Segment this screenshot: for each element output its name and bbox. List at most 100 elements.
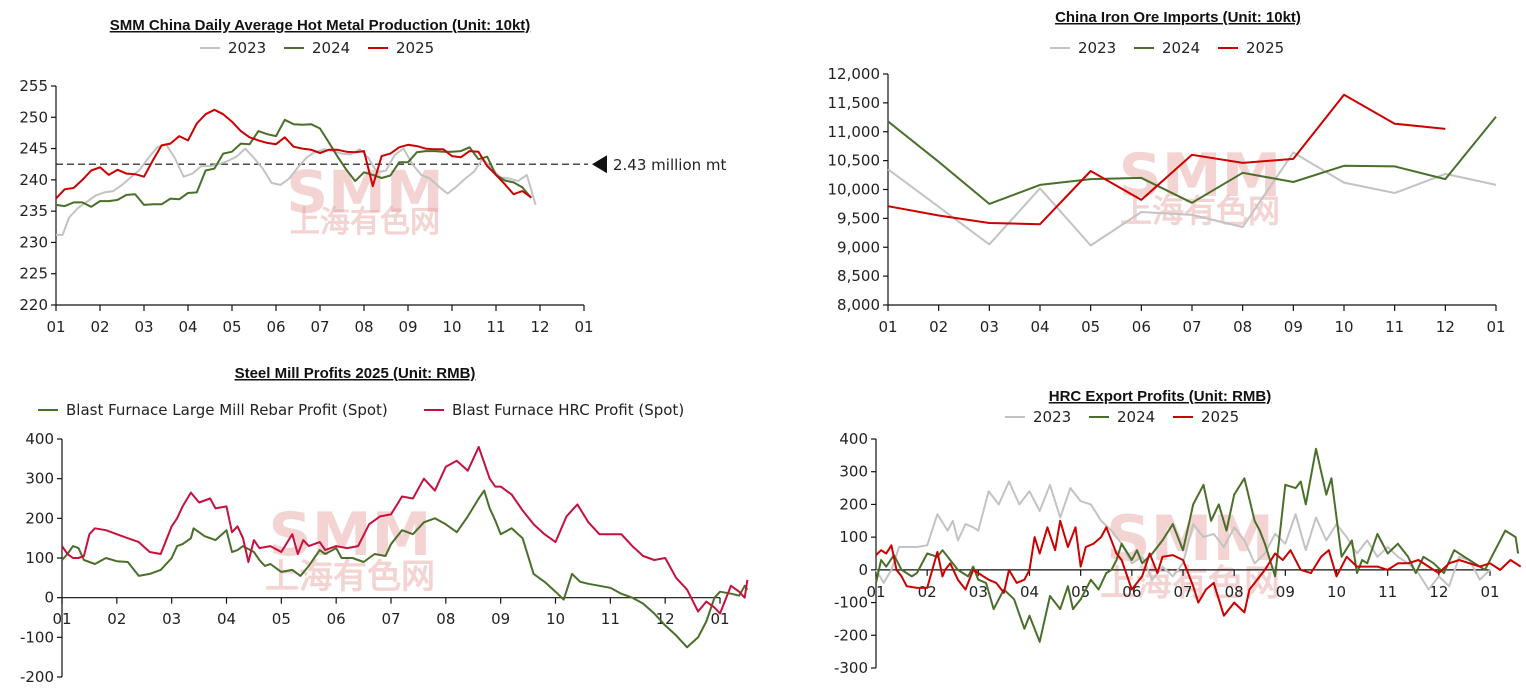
- y-tick-label: 300: [839, 463, 868, 481]
- series-line-2023: [56, 143, 537, 236]
- legend-label: 2025: [1246, 39, 1284, 57]
- legend-item[interactable]: Blast Furnace HRC Profit (Spot): [424, 401, 684, 419]
- series-line-2025: [55, 108, 532, 200]
- x-tick-label: 07: [310, 318, 329, 336]
- x-tick-label: 06: [1132, 318, 1151, 336]
- y-tick-label: -200: [834, 626, 868, 644]
- y-tick-label: -100: [834, 594, 868, 612]
- y-tick-label: 9,000: [837, 238, 880, 256]
- x-tick-label: 07: [1173, 583, 1192, 601]
- legend-item[interactable]: 2023: [200, 39, 266, 57]
- y-tick-label: 250: [19, 108, 48, 126]
- series-line-blast-furnace-large-mill-rebar-profit-spot-: [61, 489, 749, 649]
- x-tick-label: 07: [381, 610, 400, 628]
- y-tick-label: 255: [19, 77, 48, 95]
- legend-label: 2024: [1162, 39, 1200, 57]
- y-tick-label: 240: [19, 171, 48, 189]
- y-tick-label: 230: [19, 233, 48, 251]
- chart-title-hrc-export: HRC Export Profits (Unit: RMB): [1049, 388, 1271, 405]
- y-tick-label: 245: [19, 140, 48, 158]
- x-tick-label: 10: [1327, 583, 1346, 601]
- y-tick-label: 8,000: [837, 296, 880, 314]
- x-tick-label: 04: [217, 610, 236, 628]
- legend-item[interactable]: Blast Furnace Large Mill Rebar Profit (S…: [38, 401, 388, 419]
- legend-item[interactable]: 2024: [284, 39, 350, 57]
- y-tick-label: 0: [858, 561, 868, 579]
- legend-label: 2025: [1201, 408, 1239, 426]
- y-tick-label: 220: [19, 296, 48, 314]
- x-tick-label: 06: [1122, 583, 1141, 601]
- x-tick-label: 12: [656, 610, 675, 628]
- x-tick-label: 08: [436, 610, 455, 628]
- x-tick-label: 08: [1225, 583, 1244, 601]
- series-line-blast-furnace-hrc-profit-spot-: [61, 445, 749, 615]
- x-tick-label: 02: [107, 610, 126, 628]
- legend-label: 2023: [228, 39, 266, 57]
- watermark-3: SMM 上海有色网: [265, 500, 435, 597]
- chart-title-iron-ore: China Iron Ore Imports (Unit: 10kt): [1055, 9, 1301, 26]
- legend-label: Blast Furnace Large Mill Rebar Profit (S…: [66, 401, 388, 419]
- watermark-brand: SMM: [1119, 141, 1282, 211]
- y-tick-label: 100: [839, 528, 868, 546]
- legend-item[interactable]: 2025: [368, 39, 434, 57]
- x-tick-label: 12: [1436, 318, 1455, 336]
- legend-item[interactable]: 2025: [1218, 39, 1284, 57]
- series-line-2024: [55, 118, 532, 208]
- chart-title-steel-mill-profits: Steel Mill Profits 2025 (Unit: RMB): [235, 365, 476, 382]
- watermark-1: SMM 上海有色网: [286, 158, 443, 240]
- chart-steel-mill-profits: -200 -100 0 100 200 300 400 01 02 03 04 05 06 07 08 09 1…: [20, 401, 749, 686]
- y-tick-label: 11,000: [828, 123, 881, 141]
- x-tick-label: 05: [1081, 318, 1100, 336]
- x-tick-label: 01: [866, 583, 885, 601]
- y-tick-label: 11,500: [828, 94, 881, 112]
- series-line-2024: [875, 447, 1520, 643]
- legend-item[interactable]: 2023: [1005, 408, 1071, 426]
- x-tick-label: 01: [52, 610, 71, 628]
- x-tick-label: 06: [266, 318, 285, 336]
- y-tick-label: 235: [19, 202, 48, 220]
- x-tick-label: 03: [980, 318, 999, 336]
- y-tick-label: 100: [25, 549, 54, 567]
- series-line-2025: [887, 93, 1446, 226]
- legend-label: Blast Furnace HRC Profit (Spot): [452, 401, 684, 419]
- y-tick-label: 200: [839, 495, 868, 513]
- x-tick-label: 08: [1233, 318, 1252, 336]
- y-tick-label: 400: [25, 430, 54, 448]
- x-tick-label: 04: [178, 318, 197, 336]
- x-tick-label: 10: [546, 610, 565, 628]
- x-tick-label: 04: [1030, 318, 1049, 336]
- x-tick-label: 01: [878, 318, 897, 336]
- chart-hot-metal: 220 225 230 235 240 245 250 255 01 02 03 04 05 06 07 08…: [19, 39, 726, 336]
- x-tick-label: 10: [1334, 318, 1353, 336]
- reference-arrow-icon: [592, 155, 607, 174]
- legend-item[interactable]: 2023: [1050, 39, 1116, 57]
- x-tick-label: 04: [1020, 583, 1039, 601]
- x-tick-label: 03: [134, 318, 153, 336]
- watermark-cn: 上海有色网: [290, 205, 440, 240]
- legend-label: 2024: [312, 39, 350, 57]
- x-tick-label: 01: [710, 610, 729, 628]
- x-tick-label: 03: [969, 583, 988, 601]
- series-line-2025: [875, 519, 1522, 617]
- x-tick-label: 02: [90, 318, 109, 336]
- x-tick-label: 09: [398, 318, 417, 336]
- watermark-cn: 上海有色网: [265, 557, 435, 597]
- legend-item[interactable]: 2025: [1173, 408, 1239, 426]
- y-tick-label: 10,500: [828, 152, 881, 170]
- x-tick-label: 05: [222, 318, 241, 336]
- x-tick-label: 11: [1378, 583, 1397, 601]
- y-tick-label: 10,000: [828, 181, 881, 199]
- x-tick-label: 08: [354, 318, 373, 336]
- x-tick-label: 09: [1284, 318, 1303, 336]
- y-tick-label: 200: [25, 509, 54, 527]
- legend-item[interactable]: 2024: [1089, 408, 1155, 426]
- x-tick-label: 01: [574, 318, 593, 336]
- y-tick-label: -200: [20, 668, 54, 686]
- legend-label: 2025: [396, 39, 434, 57]
- legend-item[interactable]: 2024: [1134, 39, 1200, 57]
- x-tick-label: 05: [1071, 583, 1090, 601]
- x-tick-label: 01: [1486, 318, 1505, 336]
- y-tick-label: 8,500: [837, 267, 880, 285]
